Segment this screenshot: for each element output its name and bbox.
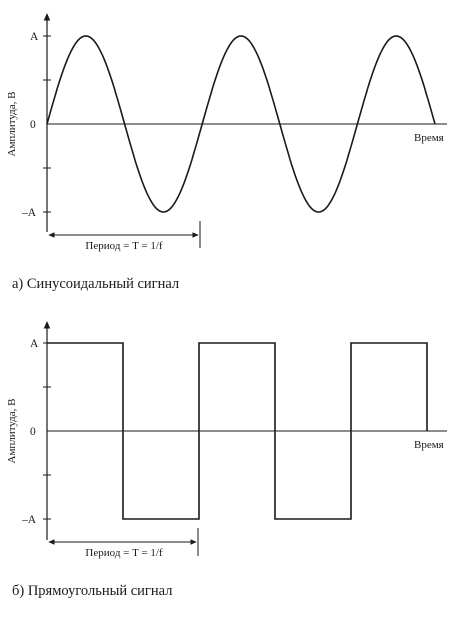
square-tick-label-zero: 0 [30,426,36,438]
sine-period-label: Период = T = 1/f [85,240,162,252]
square-tick-label-bottom: –A [21,514,37,526]
sine-tick-label-zero: 0 [30,119,36,131]
square-wave [47,342,428,520]
square-tick-label-top: A [30,338,39,350]
sine-diagram: A 0 –A Амплитуда, В Время Период = T = 1… [6,13,447,252]
square-period-label: Период = T = 1/f [85,547,162,559]
sine-x-axis-label: Время [414,132,444,144]
sine-y-axis-label: Амплитуда, В [6,92,18,157]
square-caption: б) Прямоугольный сигнал [12,583,173,599]
sine-wave [46,35,436,213]
sine-tick-label-bottom: –A [21,207,37,219]
square-y-axis-label: Амплитуда, В [6,399,18,464]
sine-tick-label-top: A [30,31,39,43]
square-x-axis-label: Время [414,439,444,451]
square-diagram: A 0 –A Амплитуда, В Время Период = T = 1… [6,321,447,559]
sine-caption: а) Синусоидальный сигнал [12,276,180,292]
